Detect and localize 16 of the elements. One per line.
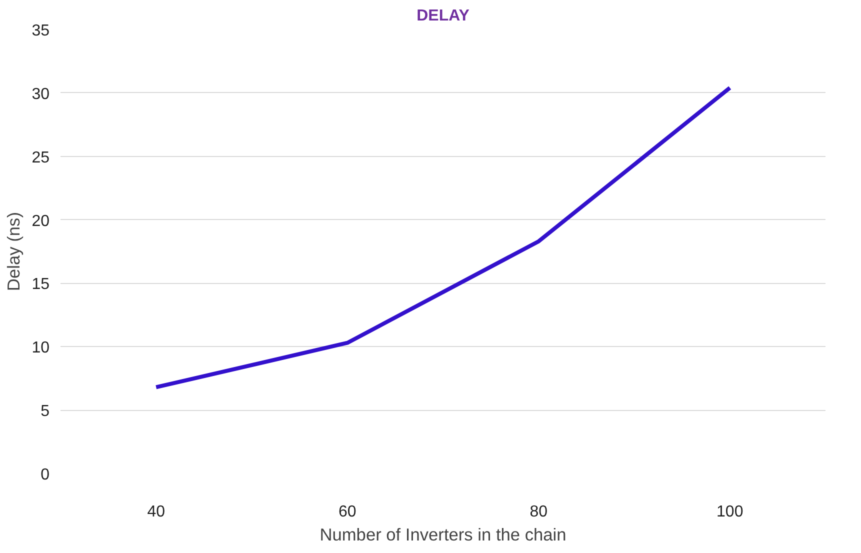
- x-axis-title: Number of Inverters in the chain: [320, 524, 566, 544]
- y-tick-label: 10: [32, 340, 50, 357]
- chart-title: DELAY: [416, 8, 470, 24]
- y-axis-title: Delay (ns): [4, 212, 24, 291]
- y-tick-label: 30: [32, 86, 50, 103]
- line-series: [154, 86, 732, 390]
- y-tick-label: 5: [40, 403, 50, 420]
- y-tick-label: 35: [32, 22, 50, 40]
- y-tick-label: 20: [32, 212, 50, 230]
- x-tick-label: 40: [147, 504, 166, 520]
- y-tick-label: 0: [40, 466, 50, 484]
- y-tick-label: 25: [32, 149, 50, 166]
- x-tick-label: 80: [530, 504, 548, 520]
- y-tick-label: 15: [32, 276, 50, 294]
- x-tick-label: 60: [338, 504, 356, 520]
- x-tick-label: 100: [716, 504, 744, 520]
